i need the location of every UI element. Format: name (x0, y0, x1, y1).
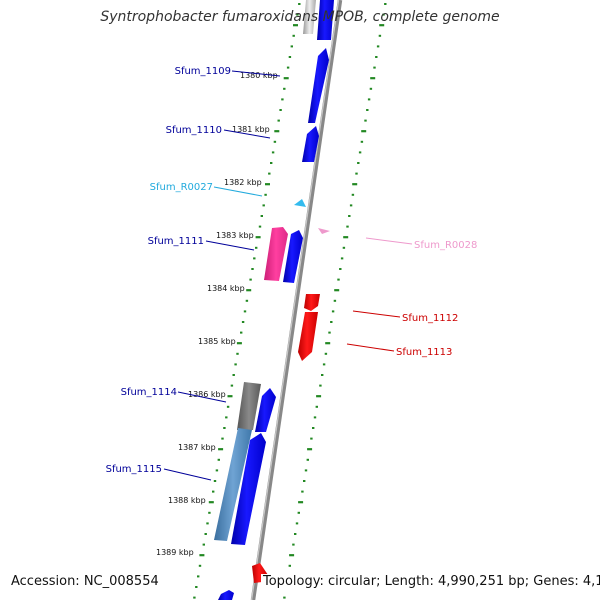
label-sfum-1114[interactable]: Sfum_1114 (121, 387, 177, 398)
genome-summary-value: Topology: circular; Length: 4,990,251 bp… (261, 574, 600, 589)
leader-sfum-1113 (346, 343, 395, 352)
gene-sfum-r0027[interactable] (294, 199, 306, 207)
genome-backbone (250, 0, 343, 600)
tick-label-1389: 1389 kbp (156, 548, 194, 557)
leader-sfum-1115 (163, 468, 212, 481)
label-sfum-1111[interactable]: Sfum_1111 (148, 236, 204, 247)
leader-sfum-r0028 (365, 237, 413, 245)
gene-sfum-1112[interactable] (304, 294, 320, 311)
label-sfum-1110[interactable]: Sfum_1110 (166, 125, 222, 136)
label-sfum-1112[interactable]: Sfum_1112 (402, 313, 458, 324)
label-sfum-1113[interactable]: Sfum_1113 (396, 347, 452, 358)
gene-sfum-1109[interactable] (308, 48, 329, 123)
leader-sfum-1109 (231, 70, 281, 77)
leader-sfum-1112 (352, 310, 401, 318)
tick-label-1380: 1380 kbp (240, 71, 278, 80)
leader-sfum-r0027 (213, 186, 263, 197)
backbone-highlight (251, 0, 340, 600)
tick-label-1386: 1386 kbp (188, 390, 226, 399)
tick-label-1383: 1383 kbp (216, 231, 254, 240)
genome-summary: Topology: circular; Length: 4,990,251 bp… (261, 574, 600, 589)
gene-sfum-1111[interactable] (264, 227, 303, 283)
label-sfum-r0028[interactable]: Sfum_R0028 (414, 240, 477, 251)
gene-sfum-r0028[interactable] (318, 228, 330, 234)
gene-sfum-1114[interactable] (237, 382, 276, 432)
label-sfum-1115[interactable]: Sfum_1115 (106, 464, 162, 475)
tick-label-1385: 1385 kbp (198, 337, 236, 346)
gene-bottom-blue[interactable] (218, 590, 234, 600)
gene-sfum-1115[interactable] (214, 428, 266, 545)
gene-top-blue[interactable] (317, 0, 334, 40)
label-sfum-r0027[interactable]: Sfum_R0027 (150, 182, 213, 193)
tick-label-1388: 1388 kbp (168, 496, 206, 505)
inner-tick-ring (193, 3, 301, 599)
tick-label-1384: 1384 kbp (207, 284, 245, 293)
gene-top-grey[interactable] (303, 0, 316, 34)
leader-sfum-1114 (177, 391, 227, 403)
tick-label-1382: 1382 kbp (224, 178, 262, 187)
leader-sfum-1111 (205, 240, 255, 251)
gene-sfum-1113[interactable] (298, 312, 318, 361)
tick-label-1381: 1381 kbp (232, 125, 270, 134)
accession-text: Accession: NC_008554 (9, 574, 161, 589)
accession-value: Accession: NC_008554 (9, 574, 161, 589)
tick-label-1387: 1387 kbp (178, 443, 216, 452)
outer-tick-ring (283, 3, 387, 599)
leader-sfum-1110 (223, 129, 271, 139)
label-sfum-1109[interactable]: Sfum_1109 (175, 66, 231, 77)
gene-sfum-1110[interactable] (302, 126, 319, 162)
genome-title: Syntrophobacter fumaroxidans MPOB, compl… (100, 9, 500, 25)
